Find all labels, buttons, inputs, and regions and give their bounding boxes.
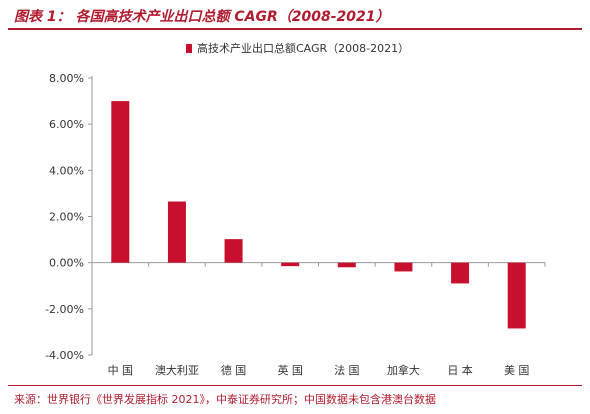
bar-series bbox=[111, 101, 526, 329]
x-tick-label: 英 国 bbox=[277, 363, 303, 377]
y-tick-label: 2.00% bbox=[49, 211, 84, 224]
bar bbox=[451, 262, 470, 284]
y-axis-labels: -4.00% -2.00% 0.00% 2.00% 4.00% 6.00% 8.00% bbox=[45, 72, 84, 362]
y-tick-label: 8.00% bbox=[49, 72, 84, 85]
x-tick-label: 日 本 bbox=[447, 363, 473, 377]
x-axis-labels: 中 国 澳大利亚 德 国 英 国 法 国 加拿大 日 本 美 国 bbox=[108, 363, 530, 377]
x-tick-label: 澳大利亚 bbox=[155, 363, 199, 377]
bar bbox=[224, 239, 243, 263]
x-tick-label: 法 国 bbox=[334, 363, 360, 377]
bar bbox=[337, 262, 356, 268]
chart-legend: 高技术产业出口总额CAGR（2008-2021） bbox=[186, 41, 409, 55]
x-tick-label: 美 国 bbox=[504, 364, 530, 377]
y-tick-label: -2.00% bbox=[45, 303, 84, 316]
legend-label: 高技术产业出口总额CAGR（2008-2021） bbox=[197, 41, 409, 55]
figure-title: 图表 1： 各国高技术产业出口总额 CAGR（2008-2021） bbox=[14, 9, 390, 25]
title-divider bbox=[8, 28, 582, 30]
bar bbox=[281, 262, 300, 267]
y-tick-label: 4.00% bbox=[49, 164, 84, 177]
y-tick-label: -4.00% bbox=[45, 349, 84, 362]
bar bbox=[111, 101, 130, 263]
y-tick-label: 6.00% bbox=[49, 118, 84, 131]
source-divider bbox=[8, 385, 582, 386]
y-tick-label: 0.00% bbox=[49, 257, 84, 270]
x-tick-label: 中 国 bbox=[108, 364, 134, 377]
bar bbox=[394, 262, 413, 272]
x-tick-label: 德 国 bbox=[221, 363, 247, 377]
legend-swatch bbox=[186, 44, 192, 53]
bar bbox=[507, 262, 526, 329]
chart-axes bbox=[88, 76, 546, 356]
source-note: 来源：世界银行《世界发展指标 2021》，中泰证券研究所；中国数据未包含港澳台数… bbox=[14, 393, 436, 406]
bar bbox=[167, 201, 186, 263]
x-tick-label: 加拿大 bbox=[387, 363, 420, 377]
